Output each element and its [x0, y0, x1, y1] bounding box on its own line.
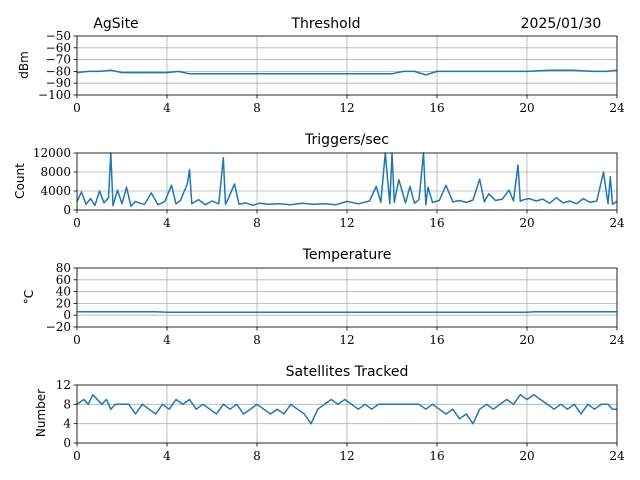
threshold-xtick-label: 16 [429, 101, 444, 115]
temperature-xtick-label: 16 [429, 333, 444, 347]
triggers-title: Triggers/sec [304, 132, 389, 148]
temperature-xtick-label: 8 [253, 333, 261, 347]
triggers-panel: Triggers/sec Count [13, 132, 389, 199]
satellites-xtick-label: 12 [339, 449, 354, 463]
threshold-xtick-label: 24 [609, 101, 625, 115]
satellites-title: Satellites Tracked [286, 364, 409, 380]
threshold-xtick-label: 12 [339, 101, 354, 115]
temperature-series-line [77, 310, 617, 314]
satellites-xtick-label: 24 [609, 449, 625, 463]
date-label: 2025/01/30 [521, 16, 602, 32]
threshold-xtick-label: 8 [253, 101, 261, 115]
triggers-ylabel: Count [13, 163, 27, 199]
temperature-xtick-label: 20 [519, 333, 534, 347]
threshold-xtick-label: 0 [73, 101, 81, 115]
satellites-xtick-label: 8 [253, 449, 261, 463]
threshold-panel: Threshold dBm [17, 16, 361, 79]
satellites-ytick-label: 4 [63, 417, 71, 431]
temperature-panel: Temperature °C [22, 247, 391, 304]
threshold-ylabel: dBm [17, 51, 31, 79]
site-label: AgSite [93, 16, 138, 32]
satellites-ytick-label: 12 [56, 378, 71, 392]
threshold-ytick-label: −50 [46, 29, 71, 43]
satellites-series-line [76, 393, 617, 425]
threshold-xtick-label: 4 [163, 101, 171, 115]
threshold-series-line [76, 69, 618, 76]
temperature-xtick-label: 12 [339, 333, 354, 347]
temperature-ytick-label: −20 [46, 320, 71, 334]
triggers-xtick-label: 20 [519, 216, 534, 230]
satellites-xtick-label: 16 [429, 449, 444, 463]
temperature-ytick-label: 60 [56, 273, 71, 287]
temperature-title: Temperature [302, 247, 392, 263]
threshold-ytick-label: −70 [46, 53, 71, 67]
satellites-ylabel: Number [34, 389, 48, 437]
temperature-ytick-label: 0 [63, 308, 71, 322]
temperature-ytick-label: 80 [56, 261, 71, 275]
satellites-xtick-label: 0 [73, 449, 81, 463]
triggers-ytick-label: 8000 [40, 165, 71, 179]
triggers-xtick-label: 0 [73, 216, 81, 230]
triggers-series-line [76, 152, 618, 207]
threshold-plot: 0 4 8 12 16 20 24 −100−90−80−70−60−50 [38, 29, 625, 115]
satellites-xtick-label: 4 [163, 449, 171, 463]
triggers-xtick-label: 4 [163, 216, 171, 230]
temperature-ylabel: °C [22, 290, 36, 304]
temperature-ytick-label: 20 [56, 296, 71, 310]
triggers-ytick-label: 12000 [33, 146, 71, 160]
temperature-ytick-label: 40 [56, 285, 71, 299]
threshold-ytick-label: −60 [46, 41, 71, 55]
satellites-xtick-label: 20 [519, 449, 534, 463]
threshold-ytick-label: −80 [46, 64, 71, 78]
triggers-plot: 0 4 8 12 16 20 24 0 4000 8000 12000 [33, 146, 625, 230]
triggers-xtick-label: 8 [253, 216, 261, 230]
threshold-xtick-label: 20 [519, 101, 534, 115]
satellites-ytick-label: 8 [63, 397, 71, 411]
threshold-title: Threshold [291, 16, 361, 32]
satellites-ytick-label: 0 [63, 436, 71, 450]
triggers-xtick-label: 16 [429, 216, 444, 230]
temperature-xtick-label: 0 [73, 333, 81, 347]
triggers-xtick-label: 24 [609, 216, 625, 230]
satellites-panel: Satellites Tracked Number [34, 364, 408, 437]
satellites-plot: 0 4 8 12 16 20 24 0 4 8 12 [56, 378, 625, 463]
triggers-ytick-label: 4000 [40, 184, 71, 198]
triggers-xtick-label: 12 [339, 216, 354, 230]
threshold-ytick-label: −100 [38, 88, 71, 102]
temperature-xtick-label: 4 [163, 333, 171, 347]
temperature-xtick-label: 24 [609, 333, 625, 347]
triggers-ytick-label: 0 [63, 203, 71, 217]
threshold-ytick-label: −90 [46, 76, 71, 90]
